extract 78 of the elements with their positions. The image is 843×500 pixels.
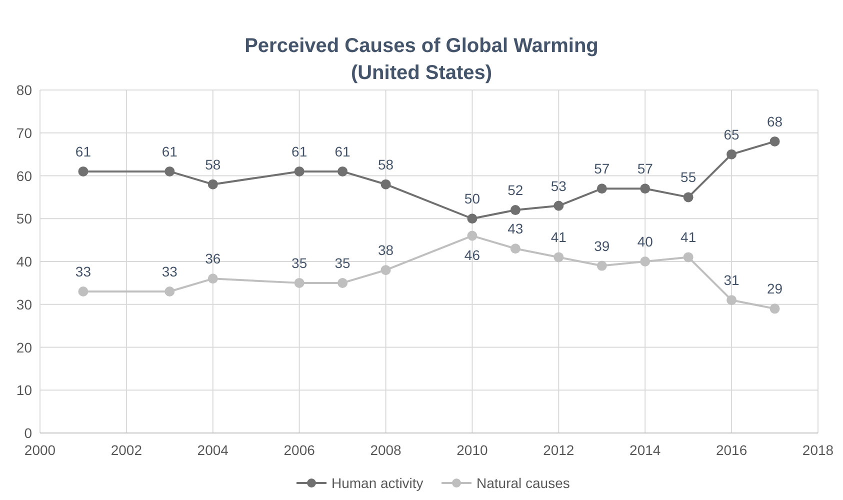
y-tick-label: 80: [16, 82, 32, 98]
legend-label: Natural causes: [476, 475, 570, 491]
x-tick-label: 2004: [197, 442, 229, 458]
data-label: 35: [334, 254, 351, 271]
data-label: 65: [724, 126, 740, 142]
point: [510, 244, 520, 254]
x-tick-label: 2014: [630, 442, 661, 458]
data-label: 41: [680, 229, 696, 246]
data-label: 40: [637, 234, 654, 250]
x-tick-label: 2018: [802, 442, 834, 458]
point: [294, 278, 304, 288]
data-label: 53: [550, 178, 567, 194]
data-label: 58: [378, 156, 394, 172]
data-label: 61: [334, 143, 351, 160]
y-tick-label: 60: [16, 168, 32, 184]
point: [467, 230, 478, 241]
data-label: 57: [637, 160, 654, 177]
data-label: 61: [292, 143, 308, 160]
point: [554, 200, 564, 211]
point: [554, 252, 564, 262]
point: [640, 184, 650, 194]
data-label: 35: [292, 254, 308, 271]
y-tick-label: 0: [24, 425, 32, 441]
point: [338, 166, 348, 176]
data-label: 57: [594, 160, 610, 177]
x-tick-label: 2010: [456, 442, 488, 458]
point: [726, 149, 737, 160]
data-label: 43: [508, 220, 524, 237]
point: [770, 304, 780, 314]
y-tick-label: 10: [16, 382, 32, 398]
y-tick-label: 50: [16, 210, 32, 227]
point: [78, 166, 88, 176]
x-tick-label: 2000: [24, 442, 56, 458]
data-label: 61: [75, 143, 92, 160]
point: [164, 286, 175, 297]
data-label: 52: [508, 182, 524, 198]
x-tick-label: 2012: [543, 442, 574, 458]
data-label: 58: [205, 156, 221, 172]
point: [467, 214, 478, 224]
point: [640, 256, 650, 266]
data-label: 50: [464, 190, 480, 207]
data-label: 68: [766, 113, 783, 130]
x-tick-label: 2008: [370, 442, 402, 458]
chart-title: Perceived Causes of Global Warming (United States): [244, 35, 598, 84]
data-label: 38: [378, 242, 394, 258]
x-tick-label: 2016: [716, 442, 748, 458]
point: [164, 166, 175, 176]
point: [294, 166, 304, 176]
x-tick-label: 2006: [284, 442, 316, 458]
data-label: 46: [464, 246, 480, 263]
point: [596, 184, 607, 194]
point: [683, 252, 694, 262]
data-label: 33: [75, 264, 92, 280]
point: [596, 260, 607, 271]
data-label: 39: [594, 238, 610, 254]
y-tick-label: 40: [16, 254, 32, 270]
data-label: 55: [680, 169, 696, 186]
point: [683, 192, 694, 202]
point: [338, 278, 348, 288]
data-label: 61: [162, 143, 178, 160]
data-label: 41: [550, 229, 567, 246]
y-tick-label: 20: [16, 339, 32, 356]
point: [726, 295, 737, 306]
data-label: 31: [724, 272, 740, 288]
data-label: 33: [162, 264, 178, 280]
data-label: 29: [766, 280, 783, 297]
point: [510, 205, 520, 216]
data-label: 36: [205, 250, 221, 267]
point: [208, 274, 218, 284]
legend-label: Human activity: [332, 475, 424, 491]
y-tick-label: 70: [16, 124, 32, 141]
point: [770, 136, 780, 146]
point: [380, 179, 391, 190]
x-tick-label: 2002: [110, 442, 142, 458]
y-tick-label: 30: [16, 296, 32, 312]
point: [208, 179, 218, 190]
point: [380, 265, 391, 276]
point: [78, 286, 88, 297]
